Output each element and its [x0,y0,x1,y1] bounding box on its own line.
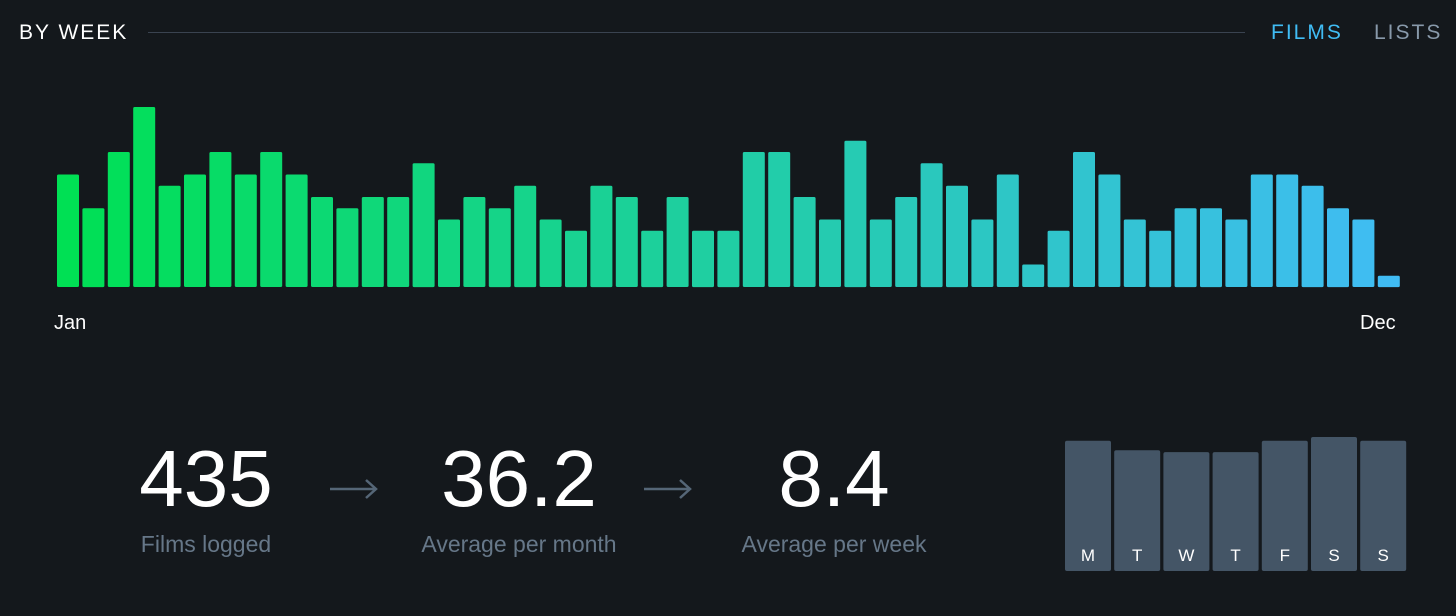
week-bar-28[interactable] [742,152,765,287]
week-bar-10[interactable] [285,174,308,288]
week-bar-14[interactable] [387,197,410,287]
week-bar-34[interactable] [895,197,918,287]
week-bar-13[interactable] [361,197,384,287]
week-bar-8[interactable] [234,174,257,288]
week-bar-19[interactable] [514,185,537,288]
week-bar-49[interactable] [1276,174,1299,288]
header-divider [148,32,1245,33]
week-bar-40[interactable] [1047,230,1070,288]
stat-films-logged: 435 Films logged [104,432,308,558]
week-bar-9[interactable] [260,152,283,287]
day-bar-5[interactable] [1261,440,1308,571]
week-bar-23[interactable] [615,197,638,287]
stat-average-per-month: 36.2 Average per month [398,432,640,558]
day-label-5: F [1280,546,1290,565]
day-label-1: M [1081,546,1095,565]
day-label-4: T [1230,546,1240,565]
week-bar-26[interactable] [692,230,714,288]
day-label-2: T [1132,546,1142,565]
week-bar-53[interactable] [1377,275,1400,288]
day-bar-3[interactable] [1163,452,1210,571]
week-bar-24[interactable] [641,230,664,288]
week-bar-39[interactable] [1022,264,1045,288]
week-bar-18[interactable] [488,208,511,288]
day-bar-7[interactable] [1360,440,1407,571]
day-label-6: S [1328,546,1339,565]
week-bar-16[interactable] [438,219,460,288]
week-bar-4[interactable] [133,107,156,287]
week-bar-27[interactable] [717,230,740,288]
week-bar-17[interactable] [463,197,486,287]
films-logged-value: 435 [139,434,273,523]
week-bar-33[interactable] [869,219,892,288]
day-bar-6[interactable] [1311,437,1357,571]
week-bar-15[interactable] [412,163,435,288]
average-month-label: Average per month [421,531,617,557]
week-bar-50[interactable] [1301,185,1324,288]
x-axis-start-label: Jan [54,312,87,334]
day-label-3: W [1178,546,1194,565]
arrow-right-icon [330,479,378,499]
week-bar-22[interactable] [590,185,613,288]
week-bar-29[interactable] [768,152,791,287]
week-bar-48[interactable] [1250,174,1273,288]
week-bar-30[interactable] [793,197,816,287]
tab-films[interactable]: FILMS [1271,21,1343,44]
week-bar-51[interactable] [1327,208,1349,288]
week-bar-32[interactable] [844,140,867,288]
week-bar-52[interactable] [1352,219,1375,288]
week-bar-41[interactable] [1073,152,1095,287]
arrow-right-icon [644,479,692,499]
x-axis-end-label: Dec [1360,312,1396,334]
week-bar-38[interactable] [996,174,1019,288]
week-bar-45[interactable] [1174,208,1197,288]
week-bar-36[interactable] [946,185,968,288]
stat-average-per-week: 8.4 Average per week [718,432,950,558]
average-month-value: 36.2 [441,434,597,523]
average-week-value: 8.4 [778,434,890,523]
average-week-label: Average per week [741,531,927,557]
week-bar-42[interactable] [1098,174,1121,288]
week-bar-35[interactable] [920,163,943,288]
weekly-bar-chart [57,107,1400,288]
header: BY WEEK FILMS LISTS [0,0,1456,70]
week-bar-46[interactable] [1200,208,1222,288]
week-bar-20[interactable] [539,219,562,288]
week-bar-12[interactable] [336,208,359,288]
week-bar-11[interactable] [311,197,333,287]
day-bar-2[interactable] [1114,450,1161,571]
week-bar-44[interactable] [1149,230,1172,288]
week-bar-5[interactable] [158,185,181,288]
day-bar-4[interactable] [1212,452,1259,571]
week-bar-21[interactable] [565,230,587,288]
films-logged-label: Films logged [140,531,272,557]
week-bar-2[interactable] [82,208,105,288]
day-bar-1[interactable] [1065,440,1111,571]
week-bar-47[interactable] [1225,219,1248,288]
week-bar-7[interactable] [209,152,232,287]
week-bar-1[interactable] [57,174,79,288]
week-bar-31[interactable] [819,219,841,288]
week-bar-43[interactable] [1123,219,1146,288]
day-label-7: S [1378,546,1389,565]
week-bar-37[interactable] [971,219,994,288]
tab-lists[interactable]: LISTS [1374,21,1443,44]
section-title: BY WEEK [19,21,129,44]
week-bar-25[interactable] [666,197,689,287]
week-bar-3[interactable] [107,152,130,287]
week-bar-6[interactable] [184,174,206,288]
